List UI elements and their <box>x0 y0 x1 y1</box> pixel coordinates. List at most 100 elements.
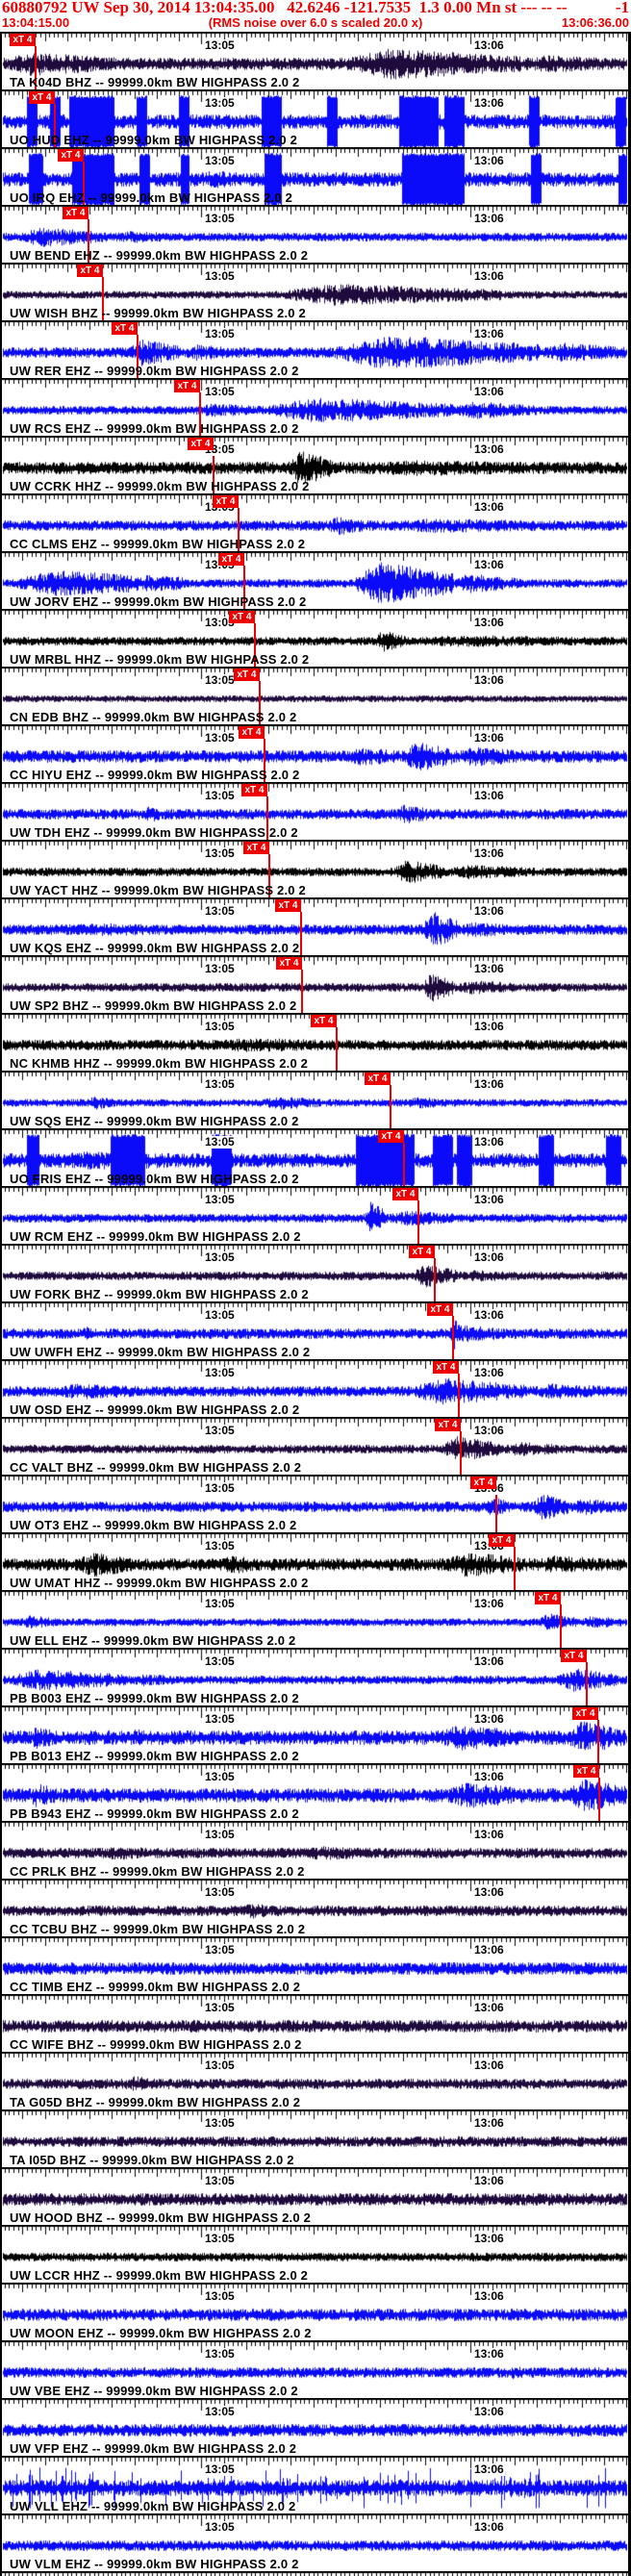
pick-marker-badge[interactable]: xT 4 <box>535 1592 561 1604</box>
pick-marker-line <box>458 1374 460 1417</box>
waveform-canvas-vlm[interactable] <box>0 2513 631 2571</box>
pick-marker-badge[interactable]: xT 4 <box>10 34 36 46</box>
pick-marker-badge[interactable]: xT 4 <box>188 438 214 450</box>
waveform-canvas-rer[interactable] <box>0 320 631 378</box>
waveform-canvas-moon[interactable] <box>0 2283 631 2340</box>
pick-marker-badge[interactable]: xT 4 <box>29 91 55 104</box>
waveform-canvas-sp2[interactable] <box>0 955 631 1013</box>
event-header: 60880792 UW Sep 30, 2014 13:04:35.00 42.… <box>2 0 629 17</box>
pick-marker-badge[interactable]: xT 4 <box>234 669 260 681</box>
pick-marker-badge[interactable]: xT 4 <box>573 1765 599 1778</box>
station-label: UW VLL EHZ -- 99999.0km BW HIGHPASS 2.0 … <box>10 2499 296 2513</box>
minute-label: 13:05 <box>204 96 236 110</box>
waveform-canvas-edb[interactable] <box>0 667 631 724</box>
waveform-canvas-uwfh[interactable] <box>0 1301 631 1359</box>
waveform-canvas-tdh[interactable] <box>0 782 631 840</box>
minute-label: 13:05 <box>204 212 236 225</box>
pick-marker-line <box>452 1316 454 1359</box>
minute-label: 13:05 <box>204 269 236 283</box>
waveform-canvas-vbe[interactable] <box>0 2340 631 2398</box>
station-label: UW VFP EHZ -- 99999.0km BW HIGHPASS 2.0 … <box>10 2441 297 2456</box>
minute-label: 13:06 <box>473 1943 505 1957</box>
trace-row-uwfh: 13:05 13:06 xT 4 UW UWFH EHZ -- 99999.0km B… <box>0 1301 631 1359</box>
pick-marker-badge[interactable]: xT 4 <box>365 1073 391 1085</box>
pick-marker-badge[interactable]: xT 4 <box>561 1650 587 1662</box>
waveform-canvas-yact[interactable] <box>0 840 631 897</box>
waveform-canvas-ell[interactable] <box>0 1590 631 1648</box>
pick-marker-badge[interactable]: xT 4 <box>489 1534 515 1547</box>
station-label: UW FORK BHZ -- 99999.0km BW HIGHPASS 2.0… <box>10 1287 309 1301</box>
waveform-canvas-ccrk[interactable] <box>0 436 631 493</box>
waveform-canvas-irq[interactable] <box>0 147 631 205</box>
pick-marker-badge[interactable]: xT 4 <box>218 553 244 566</box>
waveform-canvas-fris[interactable] <box>0 1128 631 1186</box>
waveform-canvas-hiyu[interactable] <box>0 724 631 782</box>
waveform-canvas-clms[interactable] <box>0 493 631 551</box>
waveform-canvas-jorv[interactable] <box>0 551 631 609</box>
waveform-canvas-timb[interactable] <box>0 1936 631 1994</box>
waveform-canvas-fork[interactable] <box>0 1244 631 1301</box>
minute-label: 13:06 <box>473 1424 505 1437</box>
pick-marker-badge[interactable]: xT 4 <box>409 1246 435 1258</box>
station-label: UW OT3 EHZ -- 99999.0km BW HIGHPASS 2.0 … <box>10 1518 297 1532</box>
waveform-canvas-bend[interactable] <box>0 205 631 263</box>
waveform-canvas-hood[interactable] <box>0 2167 631 2225</box>
pick-marker-badge[interactable]: xT 4 <box>392 1188 418 1200</box>
pick-marker-badge[interactable]: xT 4 <box>239 726 265 739</box>
waveform-canvas-prlk[interactable] <box>0 1821 631 1879</box>
pick-marker-badge[interactable]: xT 4 <box>433 1361 459 1374</box>
waveform-canvas-vfp[interactable] <box>0 2398 631 2456</box>
pick-marker-badge[interactable]: xT 4 <box>311 1015 337 1027</box>
pick-marker-badge[interactable]: xT 4 <box>243 842 269 854</box>
waveform-canvas-vll[interactable] <box>0 2456 631 2513</box>
trace-row-osd: 13:05 13:06 xT 4 UW OSD EHZ -- 99999.0km BW… <box>0 1359 631 1417</box>
pick-marker-badge[interactable]: xT 4 <box>58 149 84 162</box>
pick-marker-badge[interactable]: xT 4 <box>435 1419 461 1431</box>
pick-marker-line <box>83 162 85 205</box>
pick-marker-line <box>560 1604 562 1648</box>
pick-marker-badge[interactable]: xT 4 <box>174 380 200 392</box>
pick-marker-badge[interactable]: xT 4 <box>63 207 88 219</box>
trace-row-sp2: 13:05 13:06 xT 4 UW SP2 BHZ -- 99999.0km BW… <box>0 955 631 1013</box>
station-label: CC PRLK BHZ -- 99999.0km BW HIGHPASS 2.0… <box>10 1864 305 1879</box>
station-label: UW UMAT HHZ -- 99999.0km BW HIGHPASS 2.0… <box>10 1576 309 1590</box>
pick-marker-badge[interactable]: xT 4 <box>470 1477 496 1489</box>
waveform-canvas-rcm[interactable] <box>0 1186 631 1244</box>
waveform-canvas-i05d[interactable] <box>0 2109 631 2167</box>
trace-row-rcs: 13:05 13:06 xT 4 UW RCS EHZ -- 99999.0km BW… <box>0 378 631 436</box>
waveform-canvas-osd[interactable] <box>0 1359 631 1417</box>
pick-marker-badge[interactable]: xT 4 <box>427 1303 453 1316</box>
pick-marker-line <box>495 1489 497 1532</box>
waveform-canvas-k04d[interactable] <box>0 32 631 89</box>
pick-marker-badge[interactable]: xT 4 <box>275 899 301 912</box>
waveform-canvas-wife[interactable] <box>0 1994 631 2052</box>
pick-marker-badge[interactable]: xT 4 <box>572 1707 598 1720</box>
waveform-canvas-lccr[interactable] <box>0 2225 631 2283</box>
waveform-canvas-wish[interactable] <box>0 263 631 320</box>
waveform-canvas-valt[interactable] <box>0 1417 631 1475</box>
pick-marker-badge[interactable]: xT 4 <box>229 611 255 623</box>
waveform-canvas-mrbl[interactable] <box>0 609 631 667</box>
pick-marker-badge[interactable]: xT 4 <box>77 265 103 277</box>
waveform-canvas-hud[interactable] <box>0 89 631 147</box>
waveform-canvas-sqs[interactable] <box>0 1071 631 1128</box>
waveform-canvas-umat[interactable] <box>0 1532 631 1590</box>
pick-marker-badge[interactable]: xT 4 <box>276 957 302 970</box>
pick-marker-badge[interactable]: xT 4 <box>213 495 239 508</box>
waveform-canvas-ot3[interactable] <box>0 1475 631 1532</box>
pick-marker-badge[interactable]: xT 4 <box>112 322 138 335</box>
waveform-canvas-g05d[interactable] <box>0 2052 631 2109</box>
waveform-canvas-rcs[interactable] <box>0 378 631 436</box>
trace-row-vfp: 13:05 13:06 UW VFP EHZ -- 99999.0km BW HIG… <box>0 2398 631 2456</box>
waveform-canvas-b003[interactable] <box>0 1648 631 1705</box>
waveform-canvas-b013[interactable] <box>0 1705 631 1763</box>
pick-marker-line <box>417 1200 419 1244</box>
waveform-canvas-kqs[interactable] <box>0 897 631 955</box>
pick-marker-badge[interactable]: xT 4 <box>378 1130 404 1143</box>
waveform-canvas-b943[interactable] <box>0 1763 631 1821</box>
minute-label: 13:05 <box>204 2232 236 2245</box>
event-flag: -1 <box>615 0 629 16</box>
pick-marker-badge[interactable]: xT 4 <box>241 784 267 796</box>
waveform-canvas-tcbu[interactable] <box>0 1879 631 1936</box>
